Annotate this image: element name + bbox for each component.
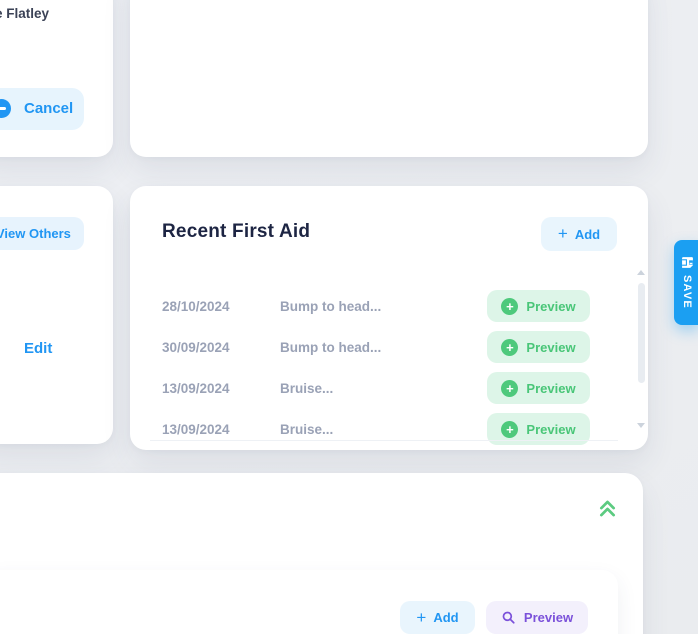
collapse-button[interactable] (596, 498, 618, 520)
profile-last-name: Flatley (6, 6, 50, 21)
empty-content-card (130, 0, 648, 157)
add-bottom-button[interactable]: + Add (400, 601, 475, 634)
cancel-button[interactable]: Cancel (0, 88, 84, 130)
scroll-up-arrow-icon[interactable] (637, 270, 645, 275)
row-description: Bruise... (280, 422, 334, 437)
first-aid-row: 13/09/2024 Bruise... + Preview (130, 409, 648, 450)
row-description: Bruise... (280, 381, 334, 396)
preview-label: Preview (523, 610, 574, 625)
row-preview-label: Preview (526, 421, 576, 437)
first-aid-row: 30/09/2024 Bump to head... + Preview (130, 327, 648, 368)
plus-circle-icon: + (501, 379, 519, 397)
chevron-double-up-icon (599, 500, 615, 517)
add-label: Add (574, 226, 601, 242)
list-scrollbar[interactable] (637, 270, 646, 428)
row-preview-label: Preview (526, 380, 576, 396)
row-preview-button[interactable]: + Preview (487, 331, 590, 363)
plus-icon: + (416, 607, 427, 627)
plus-circle-icon: + (501, 297, 519, 315)
list-bottom-divider (150, 440, 618, 441)
floppy-disk-icon (681, 257, 693, 268)
plus-circle-icon: + (501, 420, 519, 438)
row-preview-label: Preview (526, 298, 576, 314)
actions-card: View Others Edit (0, 186, 113, 444)
profile-name: e Flatley (0, 6, 49, 21)
cancel-label: Cancel (24, 100, 74, 117)
row-description: Bump to head... (280, 340, 382, 355)
first-aid-list: 28/10/2024 Bump to head... + Preview 30/… (130, 286, 648, 450)
row-description: Bump to head... (280, 299, 382, 314)
save-button[interactable]: SAVE (674, 240, 698, 325)
scroll-down-arrow-icon[interactable] (637, 423, 645, 428)
row-date: 13/09/2024 (162, 422, 230, 437)
profile-card: e Flatley Cancel (0, 0, 113, 157)
row-preview-label: Preview (526, 339, 576, 355)
row-date: 28/10/2024 (162, 299, 230, 314)
row-date: 30/09/2024 (162, 340, 230, 355)
first-aid-row: 28/10/2024 Bump to head... + Preview (130, 286, 648, 327)
preview-bottom-button[interactable]: Preview (486, 601, 588, 634)
add-first-aid-button[interactable]: + Add (541, 217, 617, 251)
add-label: Add (433, 610, 459, 625)
row-preview-button[interactable]: + Preview (487, 290, 590, 322)
first-aid-row: 13/09/2024 Bruise... + Preview (130, 368, 648, 409)
plus-circle-icon: + (501, 338, 519, 356)
magnifier-icon (502, 611, 515, 624)
edit-button[interactable]: Edit (24, 340, 53, 357)
plus-icon: + (557, 224, 568, 243)
recent-first-aid-title: Recent First Aid (162, 221, 311, 242)
row-date: 13/09/2024 (162, 381, 230, 396)
minus-circle-icon (0, 99, 11, 118)
view-others-label: View Others (0, 226, 71, 241)
row-preview-button[interactable]: + Preview (487, 372, 590, 404)
bottom-inner-card: + Add Preview (0, 570, 618, 634)
truncated-name-fragment: e (0, 6, 3, 21)
view-others-button[interactable]: View Others (0, 217, 84, 250)
row-preview-button[interactable]: + Preview (487, 413, 590, 445)
recent-first-aid-card: Recent First Aid + Add 28/10/2024 Bump t… (130, 186, 648, 450)
save-label: SAVE (681, 275, 693, 309)
scrollbar-thumb[interactable] (638, 283, 645, 383)
